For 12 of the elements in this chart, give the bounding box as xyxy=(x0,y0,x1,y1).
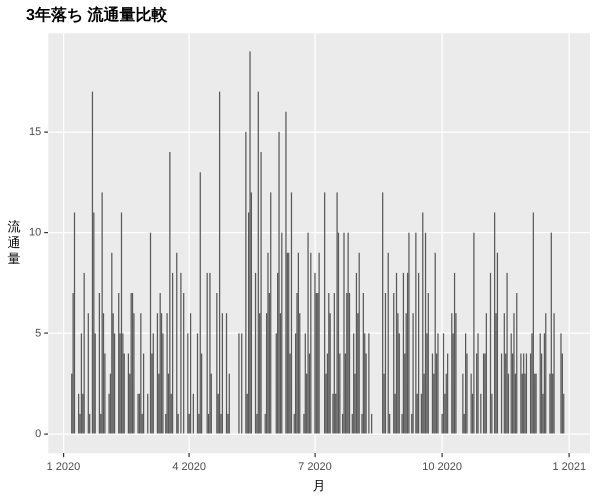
y-axis-title: 流通量 xyxy=(8,218,20,266)
x-tick-label: 10 2020 xyxy=(422,460,462,473)
x-tick-label: 7 2020 xyxy=(298,460,332,473)
y-tick-label: 15 xyxy=(28,126,42,138)
x-axis-title: 月 xyxy=(312,478,326,493)
x-tick-label: 1 2020 xyxy=(46,460,80,473)
x-tick-label: 4 2020 xyxy=(172,460,206,473)
x-tick-label: 1 2021 xyxy=(552,460,586,473)
y-tick-label: 5 xyxy=(35,327,42,340)
chart-title: 3年落ち 流通量比較 xyxy=(26,5,168,24)
y-tick-label: 10 xyxy=(28,226,42,239)
y-tick-label: 0 xyxy=(35,428,42,440)
